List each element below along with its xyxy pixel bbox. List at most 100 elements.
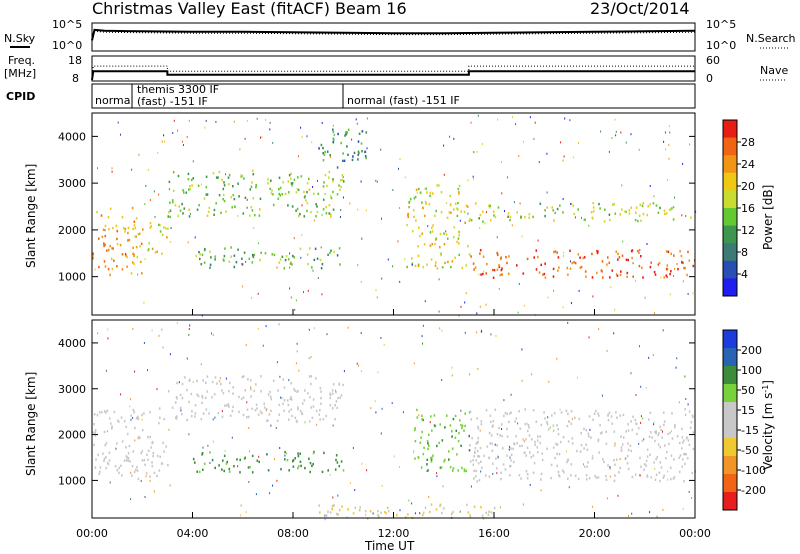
data-cell: [108, 248, 110, 252]
data-cell: [298, 465, 300, 468]
data-cell: [222, 193, 225, 197]
data-cell: [96, 414, 99, 417]
data-cell: [196, 208, 199, 211]
noise-cell: [621, 184, 623, 187]
data-cell: [613, 430, 616, 433]
velocity-cbar-label: Velocity [m s-1]: [761, 380, 775, 470]
data-cell: [516, 442, 518, 445]
data-cell: [453, 226, 456, 229]
data-cell: [558, 475, 561, 478]
noise-cell: [347, 326, 349, 329]
data-cell: [290, 396, 292, 399]
data-cell: [338, 464, 341, 468]
data-cell: [452, 467, 455, 470]
data-cell: [552, 275, 555, 278]
power-cbar-label: Power [dB]: [761, 185, 775, 250]
data-cell: [354, 506, 357, 509]
data-cell: [518, 474, 521, 477]
noise-cell: [424, 300, 426, 303]
data-cell: [551, 414, 553, 417]
data-cell: [528, 434, 531, 437]
data-cell: [659, 206, 661, 210]
noise-cell: [668, 143, 670, 146]
data-cell: [289, 397, 292, 401]
data-cell: [287, 180, 290, 183]
data-cell: [292, 460, 294, 463]
data-cell: [467, 511, 470, 514]
data-cell: [488, 510, 490, 513]
data-cell: [234, 205, 236, 208]
data-cell: [258, 460, 260, 464]
data-cell: [290, 177, 292, 180]
data-cell: [322, 146, 324, 150]
data-cell: [495, 467, 498, 470]
x-tick-label: 12:00: [378, 527, 410, 540]
cpid-segment-1: normal: [95, 94, 134, 107]
data-cell: [103, 260, 106, 263]
data-cell: [615, 411, 617, 414]
data-cell: [501, 423, 503, 426]
noise-cell: [501, 192, 503, 195]
data-cell: [504, 468, 507, 471]
data-cell: [332, 180, 334, 183]
data-cell: [332, 190, 334, 194]
data-cell: [295, 191, 298, 194]
noise-cell: [640, 421, 642, 424]
data-cell: [454, 202, 457, 205]
data-cell: [602, 276, 604, 279]
data-cell: [669, 466, 672, 469]
noise-cell: [144, 203, 146, 205]
data-cell: [619, 414, 621, 417]
data-cell: [317, 192, 320, 196]
data-cell: [142, 228, 144, 231]
data-cell: [599, 424, 601, 427]
data-cell: [278, 403, 281, 406]
data-cell: [468, 411, 471, 414]
noise-cell: [385, 512, 387, 515]
data-cell: [433, 414, 436, 417]
noise-cell: [609, 475, 611, 478]
data-cell: [201, 453, 203, 456]
data-cell: [547, 428, 550, 431]
data-cell: [365, 131, 368, 134]
noise-cell: [326, 333, 328, 336]
data-cell: [94, 434, 97, 437]
data-cell: [550, 476, 552, 480]
noise-cell: [313, 327, 315, 330]
data-cell: [281, 255, 284, 258]
data-cell: [592, 210, 595, 213]
noise-cell: [393, 455, 395, 458]
noise-panel-frame: [91, 22, 696, 52]
noise-cell: [335, 389, 337, 392]
data-cell: [468, 253, 471, 256]
data-cell: [479, 446, 482, 450]
data-cell: [520, 216, 522, 219]
data-cell: [645, 459, 648, 463]
data-cell: [310, 382, 312, 386]
noise-cell: [480, 470, 482, 473]
data-cell: [596, 249, 598, 253]
data-cell: [534, 443, 536, 446]
data-cell: [451, 469, 454, 472]
data-cell: [222, 198, 224, 201]
data-cell: [585, 478, 588, 481]
data-cell: [307, 262, 309, 266]
data-cell: [552, 209, 554, 212]
noise-cell: [111, 167, 113, 170]
noise-cell: [685, 215, 687, 217]
data-cell: [659, 479, 661, 483]
data-cell: [419, 441, 422, 444]
data-cell: [306, 253, 309, 256]
data-cell: [461, 266, 464, 270]
data-cell: [451, 430, 453, 433]
data-cell: [224, 404, 226, 407]
data-cell: [655, 204, 658, 207]
noise-cell: [398, 167, 399, 170]
data-cell: [278, 176, 281, 179]
data-cell: [512, 447, 514, 450]
data-cell: [271, 189, 273, 192]
data-cell: [167, 227, 169, 230]
power-cbar-tick-label: 24: [741, 158, 755, 171]
data-cell: [408, 205, 410, 209]
noise-cell: [224, 449, 226, 452]
